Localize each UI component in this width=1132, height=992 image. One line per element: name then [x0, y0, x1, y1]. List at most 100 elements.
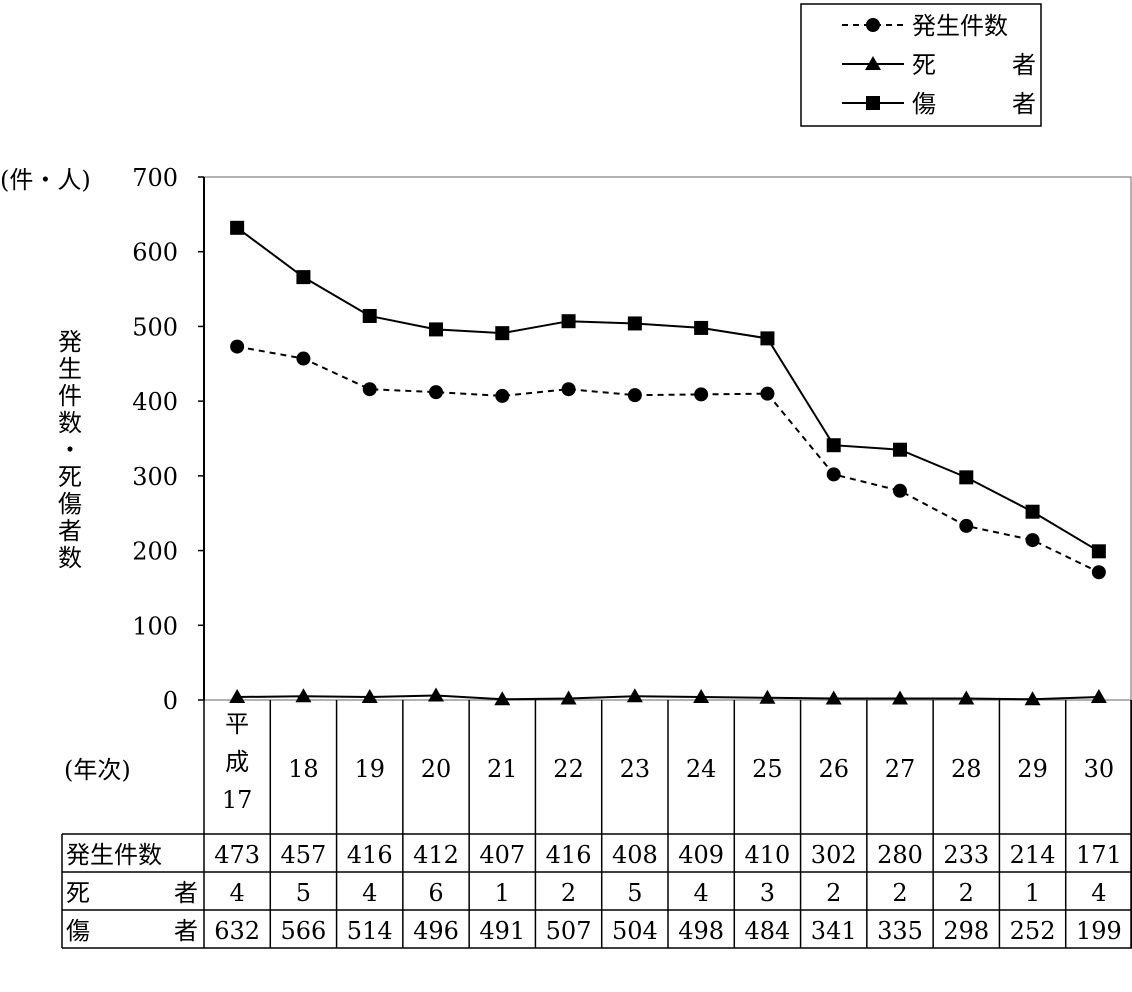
x-category-label: 19: [354, 755, 385, 783]
table-cell: 233: [943, 841, 989, 869]
y-tick-label: 500: [132, 313, 178, 341]
table-cell: 2: [826, 879, 841, 907]
data-point-square: [627, 316, 642, 331]
table-cell: 416: [347, 841, 393, 869]
table-cell: 335: [877, 917, 923, 945]
x-category-label: 28: [951, 755, 982, 783]
data-point-triangle: [295, 688, 312, 703]
table-cell: 408: [612, 841, 658, 869]
table-cell: 410: [745, 841, 791, 869]
table-cell: 341: [811, 917, 857, 945]
table-cell: 3: [760, 879, 775, 907]
legend-swatch-marker: [866, 18, 880, 32]
y-tick-label: 200: [132, 538, 178, 566]
table-cell: 484: [745, 917, 791, 945]
data-point-circle: [561, 382, 576, 397]
x-axis-label: (年次): [64, 756, 131, 784]
table-cell: 504: [612, 917, 658, 945]
table-cell: 498: [678, 917, 724, 945]
data-point-square: [495, 326, 510, 341]
y-unit-label: (件・人): [0, 166, 91, 194]
plot-frame: [203, 176, 1132, 701]
y-tick-label: 400: [132, 388, 178, 416]
series-line-square: [236, 227, 1100, 553]
data-point-square: [694, 320, 709, 335]
table-cell: 280: [877, 841, 923, 869]
table-cell: 302: [811, 841, 857, 869]
table-cell: 171: [1076, 841, 1122, 869]
data-point-circle: [1091, 565, 1106, 580]
table-cell: 491: [479, 917, 525, 945]
data-point-triangle: [428, 687, 444, 702]
data-point-square: [760, 331, 775, 346]
series-line-triangle: [237, 694, 1099, 701]
table-cell: 5: [627, 879, 642, 907]
data-point-triangle: [560, 690, 577, 705]
data-point-triangle: [1090, 689, 1107, 704]
data-point-square: [1025, 504, 1040, 519]
data-point-circle: [429, 385, 443, 400]
table-cell: 4: [362, 879, 377, 907]
data-point-square: [893, 442, 907, 457]
table-row-label: 発生件数: [66, 841, 162, 869]
data-point-circle: [826, 467, 841, 482]
data-point-square: [1091, 544, 1106, 559]
table-cell: 252: [1010, 917, 1056, 945]
y-tick-label: 300: [132, 463, 178, 491]
data-point-triangle: [361, 689, 378, 704]
data-point-square: [296, 270, 311, 285]
data-point-triangle: [229, 689, 246, 704]
table-cell: 4: [694, 879, 709, 907]
table-cell: 507: [546, 917, 592, 945]
data-point-triangle: [958, 690, 975, 705]
data-point-triangle: [494, 691, 511, 706]
table-cell: 5: [296, 879, 311, 907]
table-cell: 457: [281, 841, 327, 869]
data-point-square: [429, 322, 443, 337]
table-cell: 496: [413, 917, 459, 945]
data-point-circle: [627, 388, 642, 403]
table-cell: 4: [230, 879, 245, 907]
table-row-label: 傷 者: [66, 917, 198, 945]
data-point-circle: [296, 351, 311, 366]
table-cell: 412: [413, 841, 459, 869]
table-cell: 566: [281, 917, 327, 945]
table-row-label: 死 者: [66, 879, 198, 907]
x-category-label: 27: [885, 755, 916, 783]
table-cell: 199: [1076, 917, 1122, 945]
data-point-triangle: [626, 688, 643, 703]
x-category-label: 平成 17: [222, 710, 253, 814]
data-point-triangle: [892, 690, 908, 705]
y-tick-label: 700: [132, 164, 178, 192]
table-cell: 4: [1091, 879, 1106, 907]
table-cell: 1: [495, 879, 510, 907]
table-cell: 632: [214, 917, 260, 945]
table-cell: 2: [892, 879, 907, 907]
data-point-triangle: [693, 689, 710, 704]
x-category-label: 21: [487, 755, 518, 783]
data-point-circle: [893, 483, 907, 498]
data-point-triangle: [1024, 691, 1041, 706]
x-category-label: 29: [1017, 755, 1048, 783]
data-point-triangle: [825, 690, 842, 705]
series-line-circle: [236, 345, 1100, 574]
table-cell: 298: [943, 917, 989, 945]
data-point-circle: [362, 382, 377, 397]
data-point-circle: [959, 518, 974, 533]
table-cell: 2: [959, 879, 974, 907]
legend-box: [800, 3, 1042, 127]
x-category-label: 30: [1084, 755, 1115, 783]
data-point-circle: [495, 388, 510, 403]
data-point-circle: [694, 387, 709, 402]
x-category-label: 23: [620, 755, 651, 783]
y-tick-label: 0: [163, 687, 178, 715]
x-category-label: 24: [686, 755, 717, 783]
x-category-label: 25: [752, 755, 783, 783]
axes: 0 100 200 300 400 500 600 700 (件・人) 発生件数・死傷者数: [0, 164, 1132, 715]
x-category-label: 20: [421, 755, 452, 783]
data-point-triangle: [759, 689, 776, 704]
x-category-label: 18: [288, 755, 319, 783]
